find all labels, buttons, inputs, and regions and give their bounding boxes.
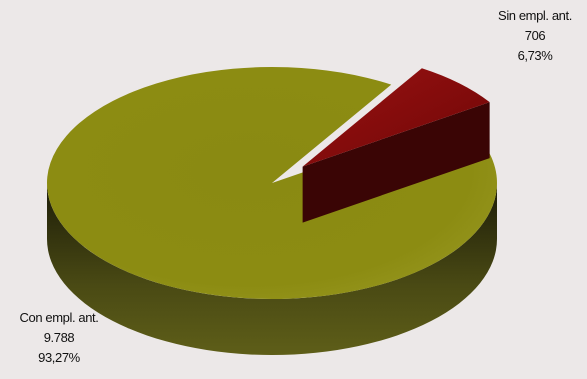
slice-con-side-0 xyxy=(47,183,497,355)
slice-sin-top xyxy=(302,68,490,167)
slice-label-sin-value: 706 xyxy=(524,28,546,43)
slice-con-top xyxy=(46,66,497,299)
slice-label-con: Con empl. ant. 9.788 93,27% xyxy=(4,308,114,368)
slice-label-sin: Sin empl. ant. 706 6,73% xyxy=(480,6,587,66)
slice-label-con-name: Con empl. ant. xyxy=(19,310,99,325)
slice-label-con-percent: 93,27% xyxy=(38,350,80,365)
slice-label-sin-name: Sin empl. ant. xyxy=(498,8,572,23)
slice-label-sin-percent: 6,73% xyxy=(517,48,553,63)
slice-label-con-value: 9.788 xyxy=(43,330,75,345)
slice-sin-cut xyxy=(302,102,490,223)
